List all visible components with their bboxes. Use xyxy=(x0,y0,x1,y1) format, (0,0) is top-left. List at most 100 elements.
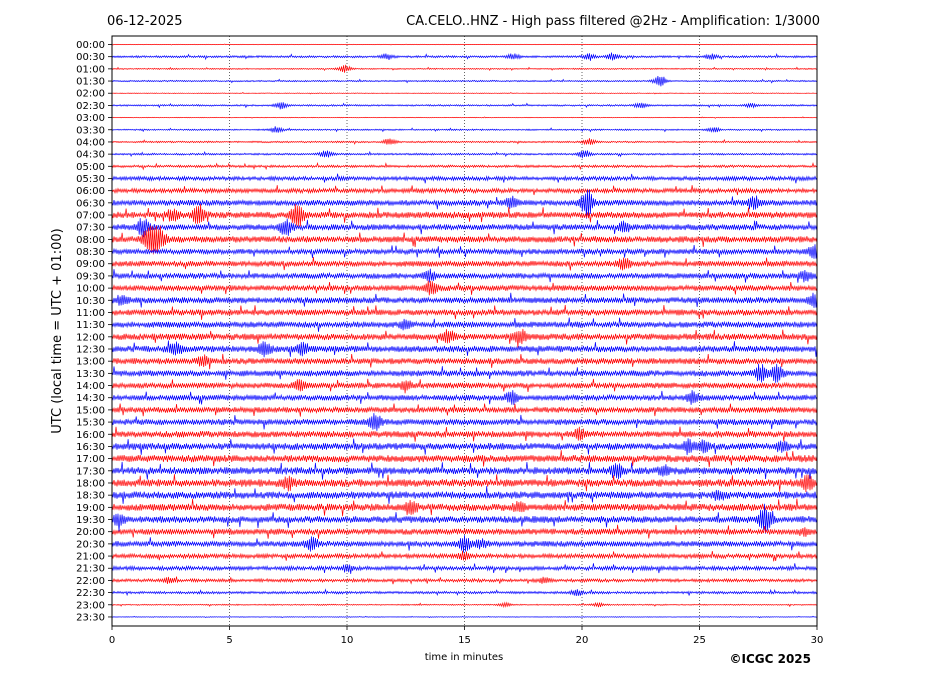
y-tick-label: 22:00 xyxy=(76,576,105,587)
trace-row-04:00 xyxy=(111,138,818,146)
trace-row-20:30 xyxy=(111,535,818,553)
x-axis-label: time in minutes xyxy=(425,652,504,663)
trace-row-06:00 xyxy=(111,185,818,196)
x-tick-label: 0 xyxy=(109,635,115,646)
y-tick-label: 06:00 xyxy=(76,186,105,197)
trace-row-21:30 xyxy=(111,563,818,574)
y-tick-label: 17:00 xyxy=(76,454,105,465)
trace-row-10:00 xyxy=(111,280,818,296)
x-tick-label: 20 xyxy=(576,635,589,646)
y-tick-label: 23:00 xyxy=(76,600,105,611)
trace-row-01:30 xyxy=(111,75,818,87)
y-tick-label: 10:00 xyxy=(76,284,105,295)
chart-title: CA.CELO..HNZ - High pass filtered @2Hz -… xyxy=(406,14,820,29)
trace-row-11:00 xyxy=(111,305,818,320)
trace-row-14:30 xyxy=(111,390,818,406)
trace-row-12:30 xyxy=(111,340,818,358)
x-tick-label: 30 xyxy=(811,635,824,646)
trace-row-17:30 xyxy=(111,461,818,480)
y-tick-label: 11:30 xyxy=(76,320,105,331)
y-tick-label: 19:00 xyxy=(76,503,105,514)
y-tick-label: 14:00 xyxy=(76,381,105,392)
vertical-gridlines xyxy=(229,36,700,626)
y-tick-label: 21:30 xyxy=(76,564,105,575)
trace-row-22:00 xyxy=(111,576,818,585)
y-tick-label: 10:30 xyxy=(76,296,105,307)
y-tick-label: 20:00 xyxy=(76,527,105,538)
trace-row-23:30 xyxy=(111,615,818,619)
trace-row-10:30 xyxy=(111,292,818,308)
trace-row-22:30 xyxy=(111,588,818,597)
trace-row-23:00 xyxy=(111,601,818,609)
y-tick-label: 02:30 xyxy=(76,101,105,112)
trace-row-12:00 xyxy=(111,328,818,348)
y-tick-label: 16:30 xyxy=(76,442,105,453)
copyright-label: ©ICGC 2025 xyxy=(729,652,811,666)
trace-row-14:00 xyxy=(111,378,818,394)
y-tick-label: 15:00 xyxy=(76,405,105,416)
y-tick-label: 17:30 xyxy=(76,466,105,477)
trace-row-21:00 xyxy=(111,550,818,562)
trace-row-08:30 xyxy=(111,244,818,259)
date-label: 06-12-2025 xyxy=(107,14,183,29)
trace-row-17:00 xyxy=(111,450,818,468)
y-tick-label: 20:30 xyxy=(76,539,105,550)
trace-row-07:00 xyxy=(111,203,818,227)
y-tick-label: 12:30 xyxy=(76,345,105,356)
y-tick-label: 03:00 xyxy=(76,113,105,124)
trace-row-16:30 xyxy=(111,438,818,456)
y-tick-label: 18:30 xyxy=(76,491,105,502)
trace-row-01:00 xyxy=(111,64,818,73)
y-tick-label: 05:00 xyxy=(76,162,105,173)
y-tick-label: 04:30 xyxy=(76,150,105,161)
trace-row-18:00 xyxy=(111,474,818,493)
y-tick-label: 14:30 xyxy=(76,393,105,404)
y-tick-label: 22:30 xyxy=(76,588,105,599)
trace-row-03:00 xyxy=(111,116,818,119)
trace-row-09:00 xyxy=(111,256,818,271)
y-tick-label: 08:30 xyxy=(76,247,105,258)
y-tick-label: 03:30 xyxy=(76,125,105,136)
trace-row-18:30 xyxy=(111,486,818,504)
trace-row-00:00 xyxy=(111,43,818,46)
trace-row-00:30 xyxy=(111,52,818,61)
y-tick-label: 08:00 xyxy=(76,235,105,246)
y-tick-label: 15:30 xyxy=(76,418,105,429)
trace-row-19:30 xyxy=(111,503,818,534)
trace-row-06:30 xyxy=(111,189,818,219)
y-tick-label: 01:00 xyxy=(76,64,105,75)
y-axis-label: UTC (local time = UTC + 01:00) xyxy=(50,228,65,433)
y-tick-label: 02:00 xyxy=(76,89,105,100)
x-tick-label: 25 xyxy=(693,635,706,646)
y-tick-label: 04:00 xyxy=(76,137,105,148)
y-tick-label: 00:30 xyxy=(76,52,105,63)
y-tick-label: 07:30 xyxy=(76,223,105,234)
y-tick-label: 21:00 xyxy=(76,552,105,563)
y-tick-label: 01:30 xyxy=(76,77,105,88)
y-tick-label: 16:00 xyxy=(76,430,105,441)
seismic-traces xyxy=(111,43,818,619)
y-tick-label: 18:00 xyxy=(76,478,105,489)
y-tick-label: 07:00 xyxy=(76,211,105,222)
trace-row-07:30 xyxy=(111,218,818,238)
trace-row-05:00 xyxy=(111,162,818,171)
y-tick-label: 13:00 xyxy=(76,357,105,368)
y-tick-label: 13:30 xyxy=(76,369,105,380)
trace-row-15:30 xyxy=(111,413,818,431)
trace-row-11:30 xyxy=(111,317,818,332)
y-tick-label: 00:00 xyxy=(76,40,105,51)
trace-row-13:00 xyxy=(111,353,818,370)
y-tick-label: 09:30 xyxy=(76,271,105,282)
trace-row-03:30 xyxy=(111,126,818,134)
trace-row-16:00 xyxy=(111,426,818,442)
trace-row-08:00 xyxy=(111,225,818,255)
x-tick-label: 15 xyxy=(458,635,471,646)
y-tick-label: 12:00 xyxy=(76,332,105,343)
x-tick-label: 5 xyxy=(226,635,232,646)
x-tick-label: 10 xyxy=(341,635,354,646)
trace-row-02:30 xyxy=(111,102,818,110)
trace-row-19:00 xyxy=(111,498,818,517)
y-tick-label: 11:00 xyxy=(76,308,105,319)
